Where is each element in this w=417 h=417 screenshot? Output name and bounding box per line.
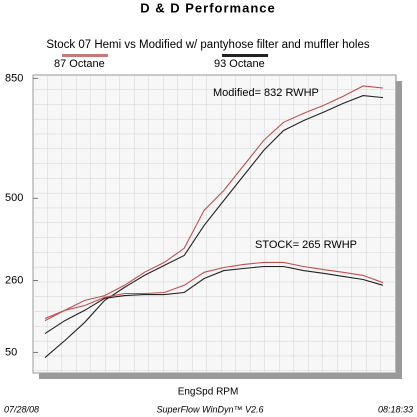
footer-date: 07/28/08 — [4, 404, 39, 414]
annotation: STOCK= 265 RWHP — [255, 239, 357, 251]
y-tick-label: 500 — [5, 192, 23, 204]
y-tick-label: 50 — [5, 346, 17, 358]
y-tick-label: 850 — [5, 72, 23, 84]
x-axis-label: EngSpd RPM — [178, 387, 239, 398]
legend-label: 87 Octane — [54, 58, 105, 70]
footer-software: SuperFlow WinDyn™ V2.6 — [157, 404, 264, 414]
legend-swatch — [62, 54, 108, 57]
chart-subtitle: Stock 07 Hemi vs Modified w/ pantyhose f… — [46, 39, 369, 51]
legend-label: 93 Octane — [214, 58, 265, 70]
chart-title: D & D Performance — [140, 0, 275, 15]
legend-swatch — [222, 54, 268, 57]
plot-grid — [33, 75, 396, 373]
series-line — [44, 95, 384, 359]
series-line — [44, 261, 384, 320]
annotation: Modified= 832 RWHP — [213, 87, 319, 99]
y-tick-label: 260 — [5, 274, 23, 286]
footer-time: 08:18:33 — [378, 404, 413, 414]
series-line — [44, 265, 384, 335]
series-line — [44, 85, 384, 322]
